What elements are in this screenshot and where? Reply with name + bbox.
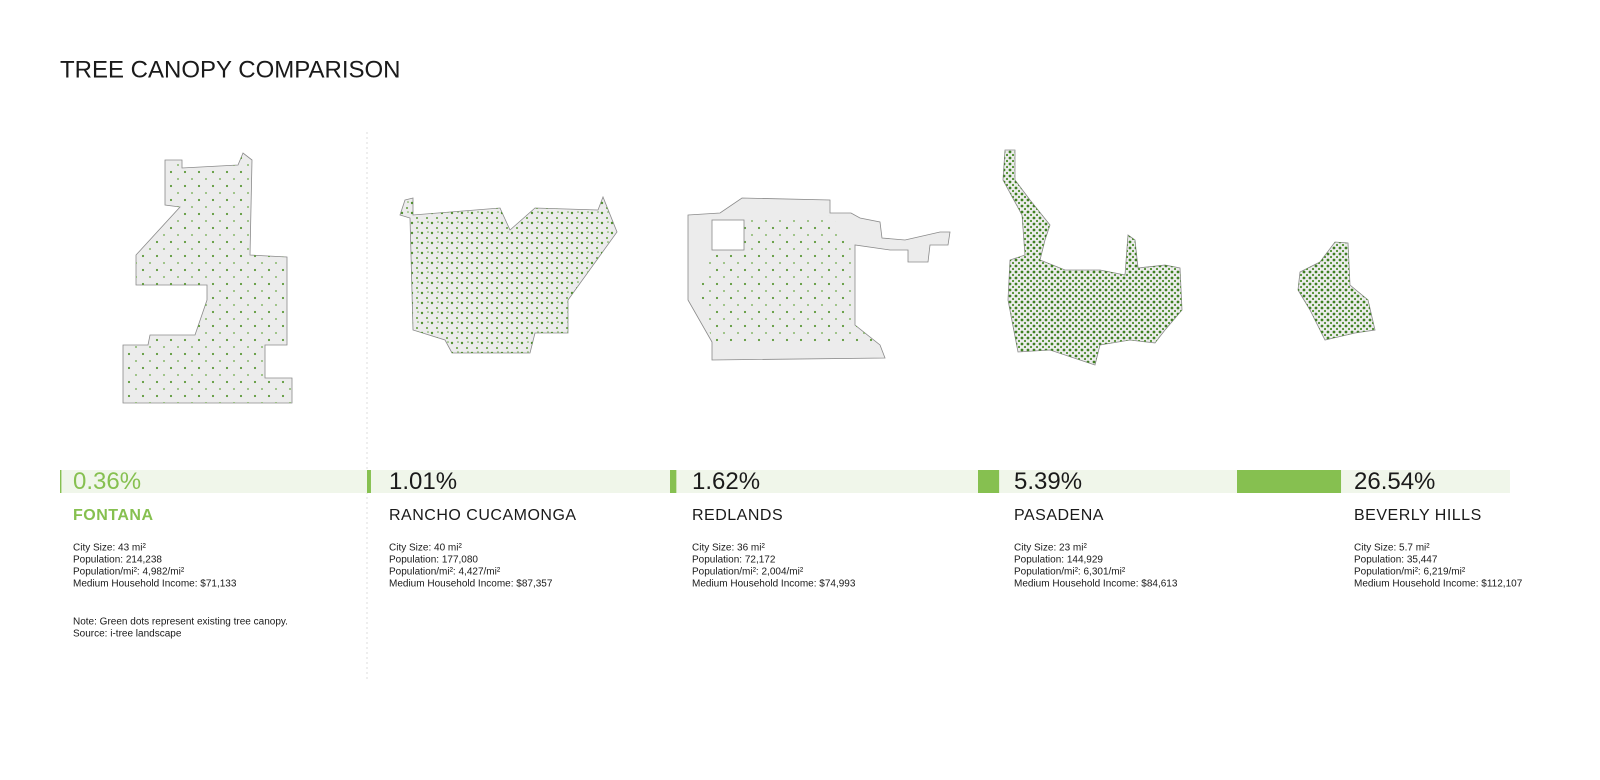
value-label: 0.36% xyxy=(73,468,141,495)
city-detail: City Size: 36 mi² xyxy=(692,543,765,554)
bar xyxy=(367,470,371,493)
city-detail: Medium Household Income: $112,107 xyxy=(1354,579,1523,590)
city-detail: Medium Household Income: $87,357 xyxy=(389,579,553,590)
city-name: BEVERLY HILLS xyxy=(1354,507,1482,524)
canopy-beverly-hills xyxy=(1298,242,1375,340)
city-name: REDLANDS xyxy=(692,507,783,524)
bar xyxy=(60,470,62,493)
canopy-redlands xyxy=(700,215,880,345)
value-label: 1.62% xyxy=(692,468,760,495)
maps xyxy=(122,149,1376,404)
city-detail: Population: 35,447 xyxy=(1354,555,1438,566)
city-detail: Medium Household Income: $74,993 xyxy=(692,579,856,590)
city-detail: City Size: 23 mi² xyxy=(1014,543,1087,554)
city-detail: Medium Household Income: $84,613 xyxy=(1014,579,1178,590)
city-detail: City Size: 5.7 mi² xyxy=(1354,543,1430,554)
value-label: 1.01% xyxy=(389,468,457,495)
chart-title: TREE CANOPY COMPARISON xyxy=(60,56,401,83)
city-detail: Population: 177,080 xyxy=(389,555,478,566)
bar xyxy=(978,470,1000,493)
city-detail: Population: 72,172 xyxy=(692,555,776,566)
city-detail: City Size: 40 mi² xyxy=(389,543,462,554)
city-detail: City Size: 43 mi² xyxy=(73,543,146,554)
city-detail: Population/mi²: 4,427/mi² xyxy=(389,567,501,578)
bar-track xyxy=(60,470,1510,493)
value-label: 5.39% xyxy=(1014,468,1082,495)
bar xyxy=(670,470,677,493)
city-name: PASADENA xyxy=(1014,507,1104,524)
city-name: RANCHO CUCAMONGA xyxy=(389,507,577,524)
city-detail: Population: 214,238 xyxy=(73,555,162,566)
city-detail: Population/mi²: 2,004/mi² xyxy=(692,567,804,578)
city-detail: Medium Household Income: $71,133 xyxy=(73,579,237,590)
city-detail: Population/mi²: 4,982/mi² xyxy=(73,567,185,578)
city-detail: Population: 144,929 xyxy=(1014,555,1103,566)
source: Source: i-tree landscape xyxy=(73,629,182,640)
note: Note: Green dots represent existing tree… xyxy=(73,617,288,628)
canopy-pasadena xyxy=(1003,150,1182,365)
canopy-rancho xyxy=(400,197,617,353)
city-detail: Population/mi²: 6,301/mi² xyxy=(1014,567,1126,578)
canopy-fontana xyxy=(123,153,292,403)
city-detail: Population/mi²: 6,219/mi² xyxy=(1354,567,1466,578)
bar xyxy=(1237,470,1342,493)
map-hole xyxy=(711,219,745,251)
value-label: 26.54% xyxy=(1354,468,1435,495)
city-name: FONTANA xyxy=(73,507,154,524)
